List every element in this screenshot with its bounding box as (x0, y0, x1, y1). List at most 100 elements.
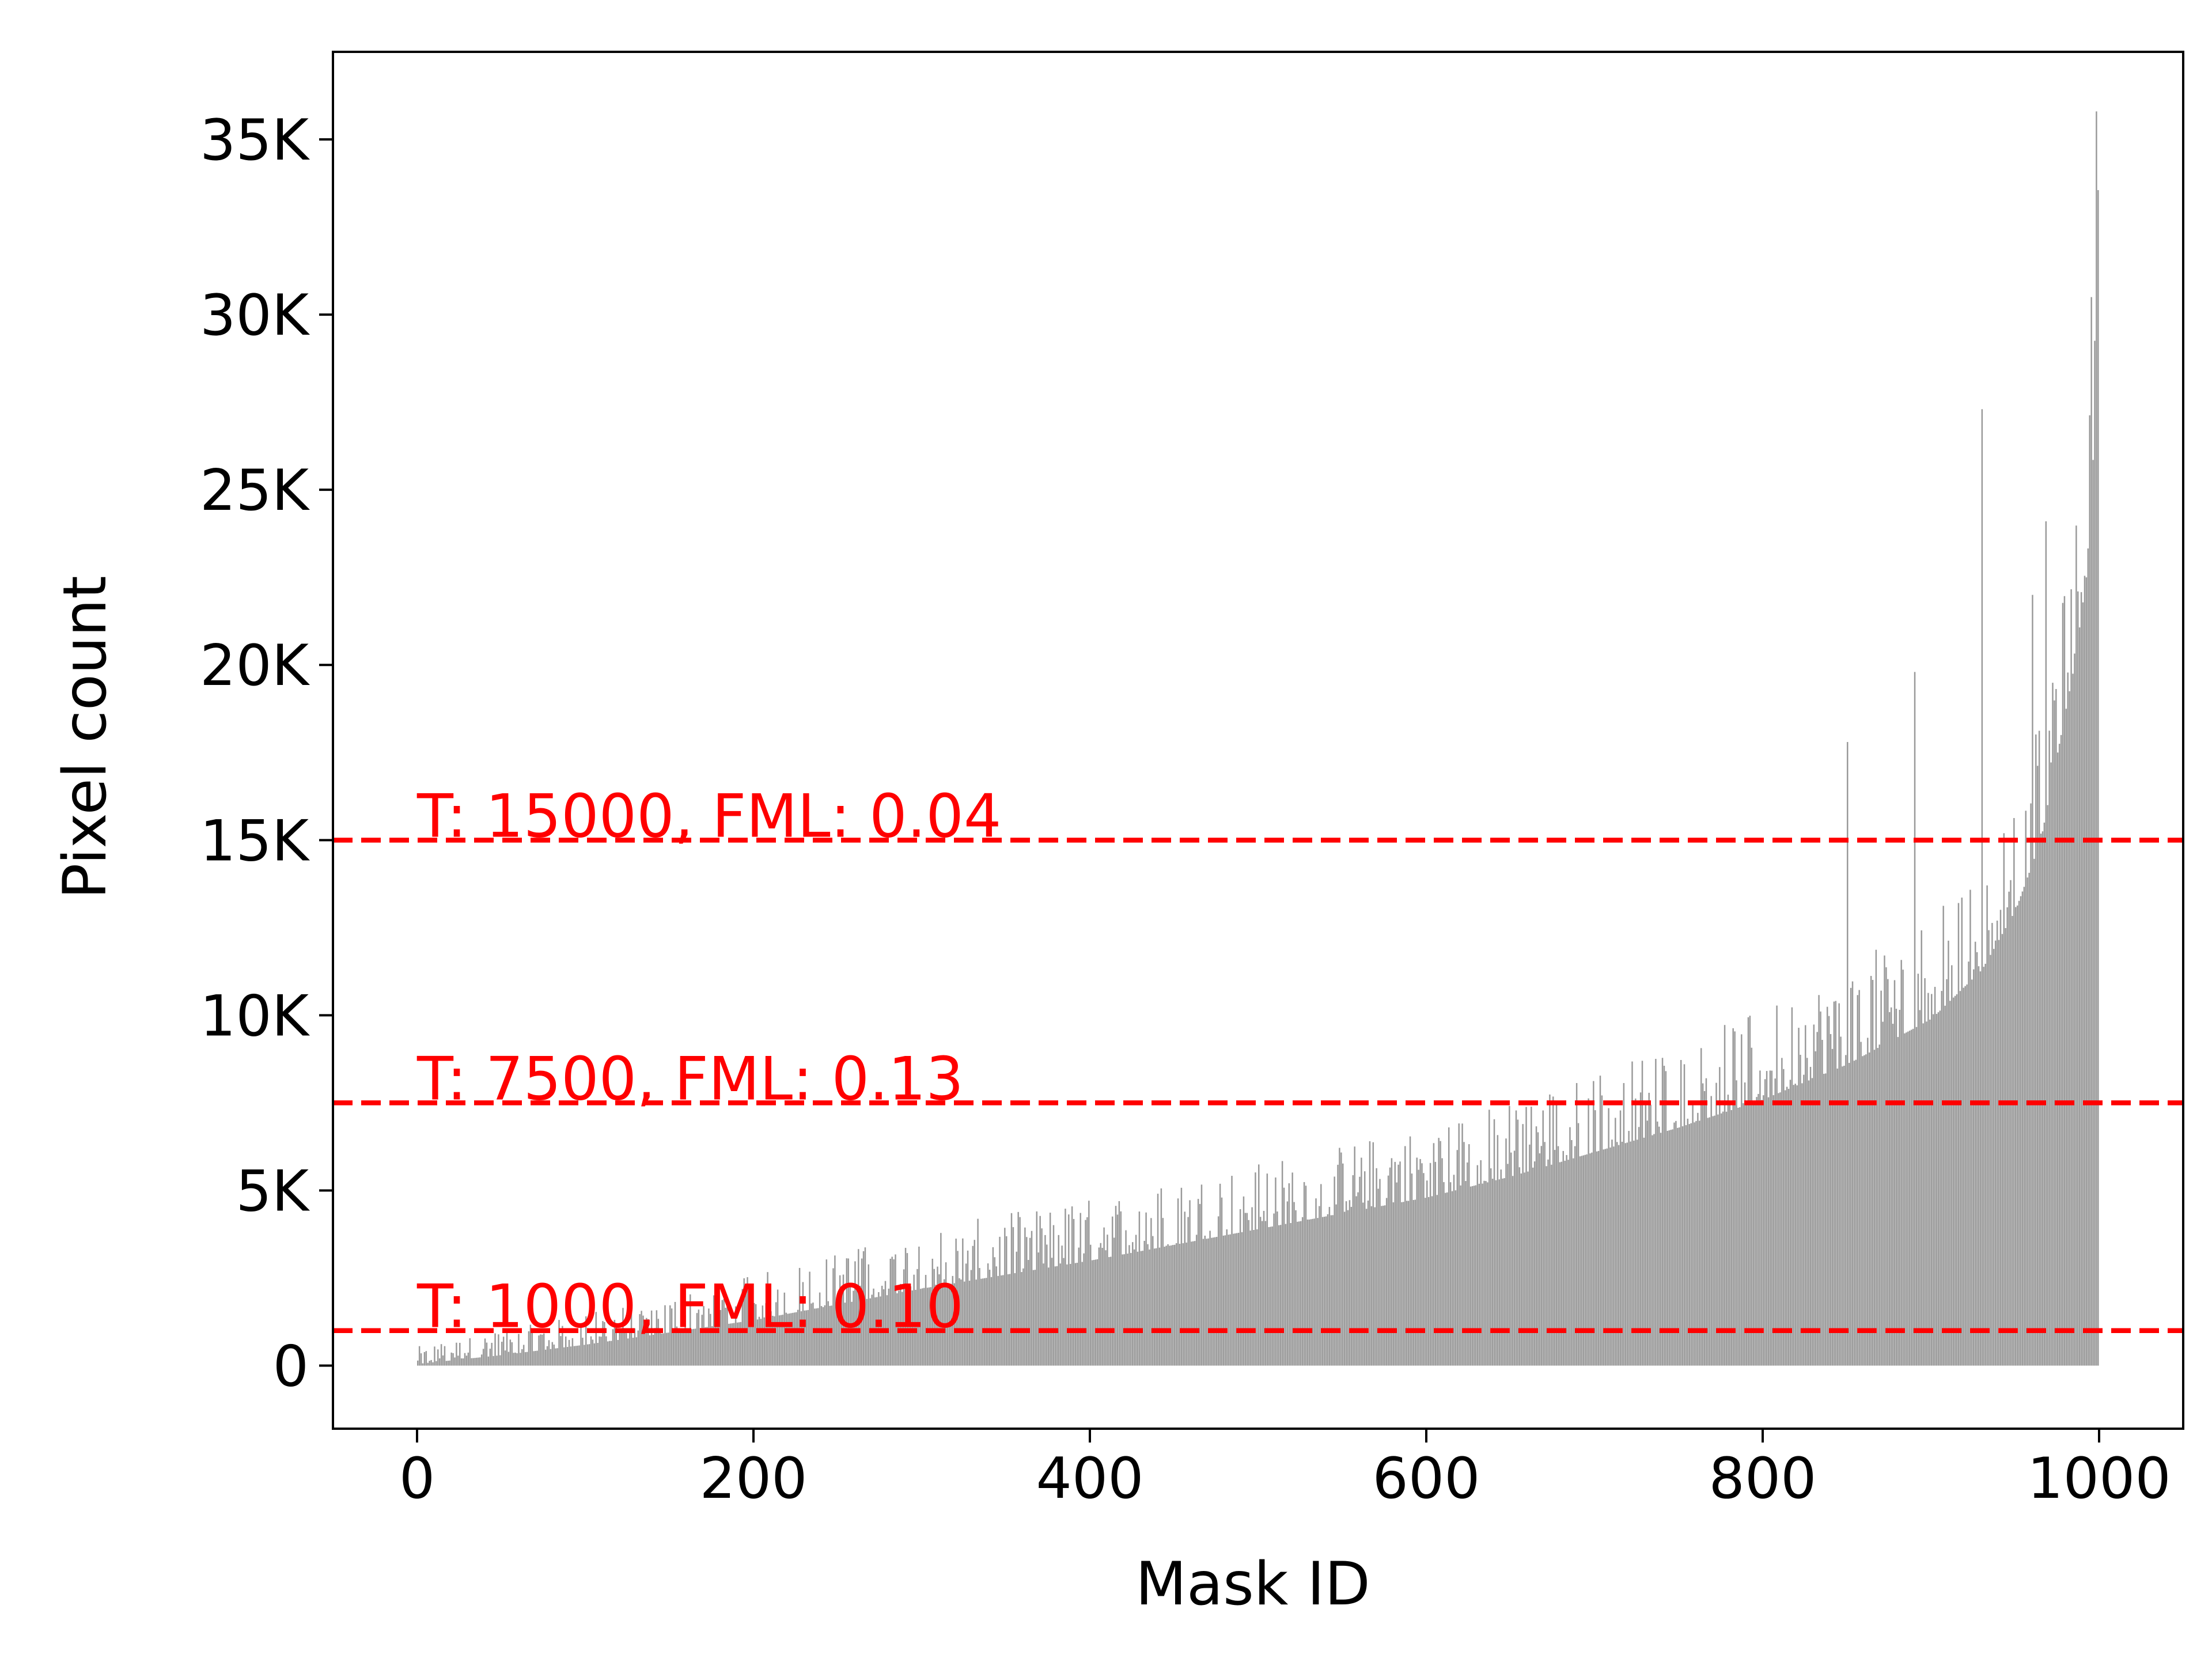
bar-mask-241 (822, 1307, 824, 1366)
bar-mask-77 (546, 1346, 548, 1366)
bar-mask-862 (1867, 1038, 1869, 1366)
bar-mask-116 (612, 1329, 614, 1366)
bar-mask-337 (984, 1278, 986, 1366)
bar-mask-538 (1321, 1217, 1324, 1366)
bar-mask-291 (906, 1253, 908, 1366)
bar-mask-846 (1840, 1036, 1842, 1366)
bar-mask-808 (1776, 1005, 1778, 1366)
bar-mask-320 (955, 1239, 957, 1366)
bar-mask-835 (1821, 1040, 1823, 1366)
bar-mask-562 (1362, 1202, 1364, 1366)
bar-mask-896 (1924, 978, 1926, 1366)
bar-mask-781 (1730, 1110, 1732, 1366)
bar-mask-762 (1699, 1120, 1700, 1366)
bar-mask-749 (1677, 1127, 1679, 1366)
bar-mask-734 (1652, 1135, 1653, 1366)
bar-mask-985 (2074, 653, 2075, 1366)
bar-mask-866 (1873, 1050, 1876, 1366)
bar-mask-202 (756, 1319, 759, 1366)
bar-mask-662 (1531, 1107, 1532, 1366)
bar-mask-141 (654, 1328, 656, 1366)
bar-mask-612 (1446, 1192, 1448, 1366)
bar-mask-283 (893, 1259, 895, 1366)
bar-mask-540 (1325, 1216, 1327, 1366)
bar-mask-52 (504, 1350, 506, 1366)
bar-mask-126 (628, 1328, 631, 1366)
bar-mask-341 (990, 1277, 993, 1366)
bar-mask-613 (1448, 1127, 1450, 1366)
bar-mask-260 (854, 1261, 856, 1366)
bar-mask-309 (937, 1266, 938, 1366)
bar-mask-450 (1174, 1244, 1176, 1366)
bar-mask-818 (1793, 1085, 1795, 1366)
bar-mask-812 (1783, 1069, 1785, 1366)
bar-mask-630 (1476, 1165, 1479, 1366)
bar-mask-738 (1658, 1126, 1660, 1366)
bar-mask-409 (1105, 1250, 1107, 1366)
bar-mask-624 (1467, 1162, 1468, 1366)
bar-mask-692 (1581, 1156, 1583, 1366)
y-tick-label-1: 5K (236, 1159, 310, 1224)
bar-mask-713 (1616, 1142, 1618, 1366)
bar-mask-299 (920, 1289, 922, 1366)
bar-mask-106 (595, 1312, 597, 1366)
bar-mask-0 (417, 1360, 419, 1366)
bar-mask-677 (1555, 1104, 1558, 1366)
bar-mask-343 (994, 1257, 996, 1366)
bar-mask-1 (418, 1346, 421, 1366)
bar-mask-365 (1031, 1231, 1033, 1366)
bar-mask-178 (716, 1325, 718, 1366)
bar-mask-521 (1293, 1202, 1295, 1366)
bar-mask-784 (1736, 1080, 1737, 1366)
bar-mask-649 (1509, 1106, 1510, 1366)
bar-mask-807 (1774, 1078, 1776, 1366)
bar-mask-146 (662, 1333, 664, 1366)
bar-mask-359 (1021, 1272, 1022, 1366)
bar-mask-987 (2077, 591, 2079, 1366)
bar-mask-414 (1113, 1237, 1115, 1366)
bar-mask-325 (964, 1281, 965, 1366)
bar-mask-911 (1949, 1001, 1951, 1366)
bar-mask-553 (1347, 1210, 1349, 1366)
bar-mask-806 (1772, 1095, 1774, 1366)
bar-mask-892 (1917, 974, 1919, 1366)
bar-mask-901 (1932, 1014, 1934, 1366)
bar-mask-182 (723, 1299, 725, 1366)
bar-mask-833 (1818, 995, 1820, 1366)
bar-mask-334 (979, 1268, 980, 1366)
bar-mask-238 (817, 1308, 819, 1366)
bar-mask-321 (957, 1251, 959, 1366)
bar-mask-640 (1493, 1119, 1495, 1366)
bar-mask-477 (1219, 1183, 1221, 1366)
bar-mask-941 (1999, 910, 2002, 1366)
bar-mask-383 (1061, 1245, 1063, 1366)
bar-mask-489 (1239, 1209, 1241, 1366)
bar-mask-718 (1624, 1143, 1627, 1366)
bar-mask-657 (1522, 1124, 1524, 1366)
bar-mask-452 (1177, 1198, 1179, 1366)
bar-mask-364 (1029, 1237, 1031, 1366)
bar-mask-330 (972, 1245, 974, 1366)
bar-mask-910 (1948, 940, 1949, 1366)
bar-mask-193 (741, 1289, 744, 1366)
bar-mask-633 (1482, 1183, 1483, 1366)
bar-mask-243 (825, 1259, 828, 1366)
bar-mask-22 (454, 1357, 456, 1366)
bar-mask-339 (987, 1263, 989, 1366)
bar-mask-961 (2033, 858, 2035, 1366)
bar-mask-85 (560, 1336, 562, 1366)
bar-mask-670 (1544, 1142, 1546, 1366)
bar-mask-909 (1946, 979, 1948, 1366)
bar-mask-702 (1597, 1150, 1600, 1366)
bar-mask-636 (1487, 1182, 1488, 1366)
bar-mask-638 (1490, 1168, 1492, 1366)
bar-mask-342 (992, 1247, 994, 1366)
bar-mask-586 (1403, 1202, 1404, 1366)
bar-mask-76 (544, 1349, 547, 1366)
bar-mask-89 (566, 1347, 569, 1366)
bar-mask-72 (538, 1335, 540, 1366)
bar-mask-623 (1465, 1181, 1467, 1366)
bar-mask-481 (1226, 1229, 1228, 1366)
bar-mask-114 (608, 1341, 611, 1366)
bar-mask-24 (457, 1356, 459, 1366)
